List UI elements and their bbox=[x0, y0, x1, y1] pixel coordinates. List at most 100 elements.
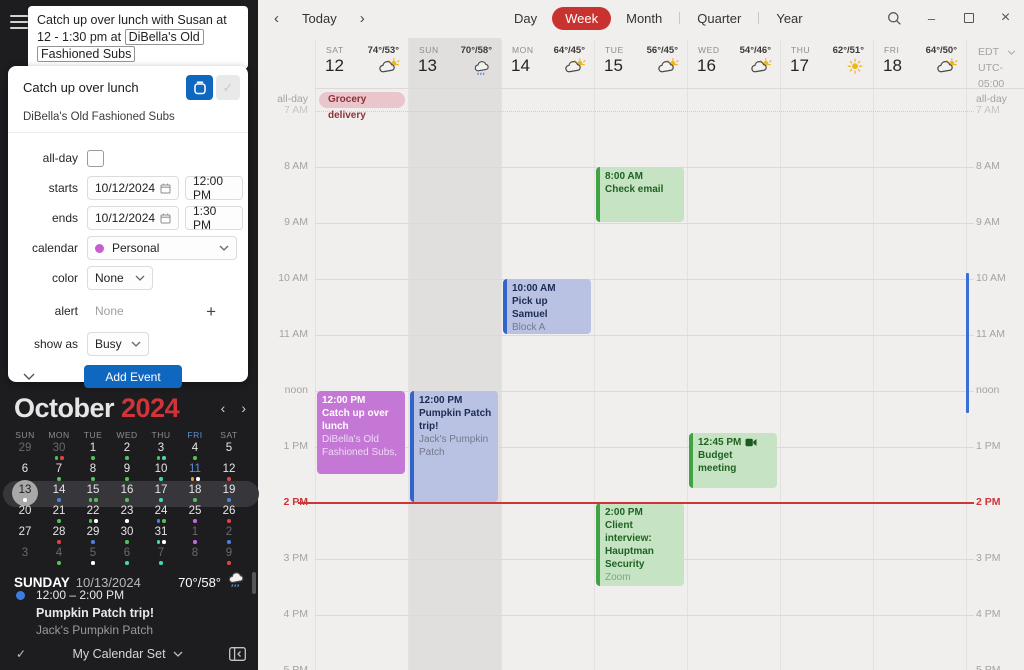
minical-day[interactable]: 25 bbox=[178, 505, 212, 526]
minical-day[interactable]: 30 bbox=[42, 442, 76, 463]
minical-day[interactable]: 4 bbox=[42, 547, 76, 568]
event-editor: Catch up over lunch ✓ DiBella's Old Fash… bbox=[8, 66, 248, 388]
color-select[interactable]: None bbox=[87, 266, 153, 290]
alert-value[interactable]: None bbox=[95, 304, 124, 318]
minical-day[interactable]: 7 bbox=[42, 463, 76, 484]
agenda-item[interactable]: 12:00 – 2:00 PM Pumpkin Patch trip! Jack's… bbox=[14, 586, 244, 639]
minical-day[interactable]: 29 bbox=[18, 442, 32, 454]
minical-day[interactable]: 8 bbox=[76, 463, 110, 484]
minical-day[interactable]: 23 bbox=[110, 505, 144, 526]
minical-day[interactable]: 10 bbox=[144, 463, 178, 484]
minical-day[interactable]: 26 bbox=[212, 505, 246, 526]
minical-prev-button[interactable]: ‹ bbox=[220, 400, 226, 416]
minical-day[interactable]: 9 bbox=[110, 463, 144, 484]
minical-day[interactable]: 11 bbox=[178, 463, 212, 484]
minical-day[interactable]: 2 bbox=[212, 526, 246, 547]
view-tab-day[interactable]: Day bbox=[514, 10, 538, 26]
minical-day[interactable]: 29 bbox=[76, 526, 110, 547]
minical-day[interactable]: 21 bbox=[42, 505, 76, 526]
timezone-indicator[interactable]: EDT UTC-05:00 bbox=[978, 44, 1024, 92]
minical-day[interactable]: 31 bbox=[144, 526, 178, 547]
event-title: Check email bbox=[605, 184, 664, 195]
day-header-sat[interactable]: SAT 12 74°/53° bbox=[315, 38, 408, 88]
ends-time-field[interactable]: 1:30 PM bbox=[185, 204, 243, 232]
calendar-event[interactable]: 12:00 PM Catch up over lunch DiBella's Ol… bbox=[317, 391, 405, 474]
minical-day[interactable]: 1 bbox=[76, 442, 110, 463]
minical-day[interactable]: 24 bbox=[144, 505, 178, 526]
minical-day[interactable]: 2 bbox=[110, 442, 144, 463]
calendar-select[interactable]: Personal bbox=[87, 236, 237, 260]
collapse-editor-chevron[interactable] bbox=[23, 369, 35, 383]
allday-checkbox[interactable] bbox=[87, 149, 104, 167]
minical-day[interactable]: 19 bbox=[212, 484, 246, 505]
menu-icon[interactable] bbox=[10, 15, 28, 29]
minical-day[interactable]: 18 bbox=[178, 484, 212, 505]
sidebar-scrollbar[interactable] bbox=[252, 572, 256, 594]
ends-date-field[interactable]: 10/12/2024 bbox=[87, 206, 179, 230]
visible-range-indicator[interactable] bbox=[966, 273, 969, 414]
minical-day[interactable]: 14 bbox=[42, 484, 76, 505]
maximize-button[interactable] bbox=[950, 0, 987, 36]
today-button[interactable]: Today bbox=[302, 10, 337, 26]
starts-time-field[interactable]: 12:00 PM bbox=[185, 174, 243, 202]
day-header-mon[interactable]: MON 14 64°/45° bbox=[501, 38, 594, 88]
minical-day[interactable]: 3 bbox=[21, 547, 29, 559]
starts-date-field[interactable]: 10/12/2024 bbox=[87, 176, 179, 200]
minical-day[interactable]: 8 bbox=[191, 547, 199, 559]
day-header-tue[interactable]: TUE 15 56°/45° bbox=[594, 38, 687, 88]
minimize-button[interactable]: – bbox=[927, 10, 936, 26]
view-tab-month[interactable]: Month bbox=[626, 10, 663, 26]
allday-event[interactable]: Grocery delivery bbox=[319, 92, 405, 121]
minical-day[interactable]: 6 bbox=[110, 547, 144, 568]
view-tab-week[interactable]: Week bbox=[552, 6, 612, 30]
calendar-event[interactable]: 12:00 PM Pumpkin Patch trip! Jack's Pumpk… bbox=[410, 391, 498, 502]
day-header-thu[interactable]: THU 17 62°/51° bbox=[780, 38, 873, 88]
minical-day[interactable]: 15 bbox=[76, 484, 110, 505]
minical-day[interactable]: 20 bbox=[18, 505, 32, 517]
minical-day[interactable]: 27 bbox=[18, 526, 32, 538]
close-button[interactable]: × bbox=[1000, 9, 1011, 26]
minical-day[interactable]: 3 bbox=[144, 442, 178, 463]
minical-day[interactable]: 12 bbox=[212, 463, 246, 484]
calendar-event[interactable]: 2:00 PM Client interview: Hauptman Secur… bbox=[596, 503, 684, 586]
minical-day[interactable]: 13 bbox=[8, 480, 42, 506]
toggle-panel-button[interactable] bbox=[229, 647, 246, 661]
minical-day[interactable]: 30 bbox=[110, 526, 144, 547]
minical-day[interactable]: 5 bbox=[76, 547, 110, 568]
minical-day[interactable]: 4 bbox=[178, 442, 212, 463]
prev-week-button[interactable]: ‹ bbox=[274, 9, 279, 27]
minical-day[interactable]: 28 bbox=[42, 526, 76, 547]
add-alert-button[interactable]: + bbox=[206, 301, 216, 321]
calendar-event[interactable]: 12:45 PM Budget meeting bbox=[689, 433, 777, 488]
minical-day[interactable]: 6 bbox=[21, 463, 29, 475]
event-location-field[interactable]: DiBella's Old Fashioned Subs bbox=[8, 107, 248, 133]
minical-next-button[interactable]: › bbox=[241, 400, 246, 416]
day-header-wed[interactable]: WED 16 54°/46° bbox=[687, 38, 780, 88]
minical-day[interactable]: 9 bbox=[212, 547, 246, 568]
day-number: 14 bbox=[511, 56, 530, 75]
calendar-set-selector[interactable]: My Calendar Set bbox=[72, 647, 183, 661]
sidebar-footer: ✓ My Calendar Set bbox=[0, 641, 258, 667]
next-week-button[interactable]: › bbox=[359, 9, 365, 27]
minical-day[interactable]: 17 bbox=[144, 484, 178, 505]
event-title-field[interactable]: Catch up over lunch bbox=[23, 80, 139, 95]
calendar-picker-button[interactable] bbox=[186, 75, 213, 100]
minical-day[interactable]: 5 bbox=[225, 442, 233, 454]
minical-day[interactable]: 22 bbox=[76, 505, 110, 526]
day-header-fri[interactable]: FRI 18 64°/50° bbox=[873, 38, 966, 88]
panel-icon bbox=[229, 647, 246, 661]
quick-add-input[interactable]: Catch up over lunch with Susan at 12 - 1… bbox=[28, 6, 248, 69]
view-tab-quarter[interactable]: Quarter bbox=[697, 10, 742, 26]
minical-week-row: 27 28 29 30 31 1 2 bbox=[8, 526, 258, 547]
minical-day[interactable]: 1 bbox=[178, 526, 212, 547]
day-header-sun[interactable]: SUN 13 70°/58° bbox=[408, 38, 501, 88]
showas-select[interactable]: Busy bbox=[87, 332, 149, 356]
view-tab-year[interactable]: Year bbox=[776, 10, 803, 26]
search-button[interactable] bbox=[876, 0, 913, 36]
minical-day[interactable]: 16 bbox=[110, 484, 144, 505]
minical-day[interactable]: 7 bbox=[144, 547, 178, 568]
calendar-event[interactable]: 8:00 AM Check email bbox=[596, 167, 684, 222]
confirm-button[interactable]: ✓ bbox=[216, 75, 240, 100]
calendar-event[interactable]: 10:00 AM Pick up Samuel Block A bbox=[503, 279, 591, 334]
add-event-button[interactable]: Add Event bbox=[84, 365, 182, 388]
